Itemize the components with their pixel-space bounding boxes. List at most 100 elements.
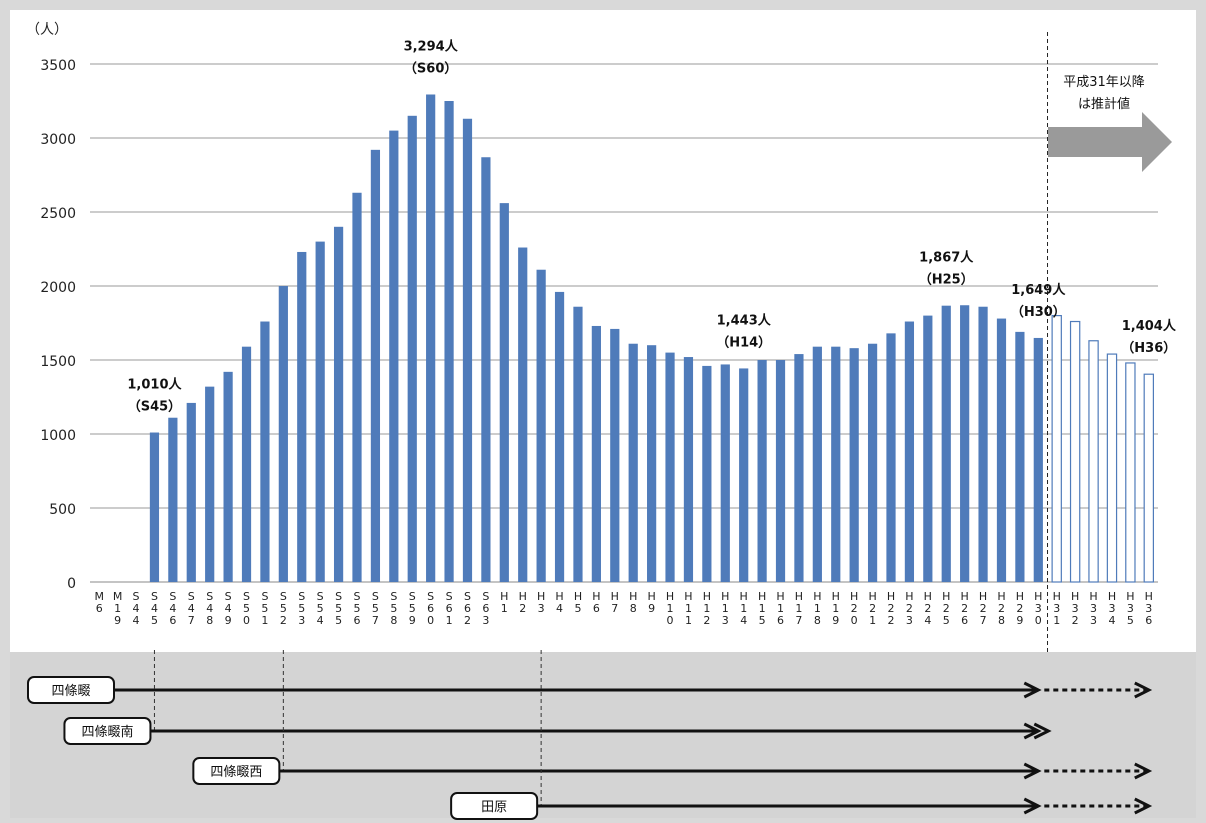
data-label-value: 1,404人 xyxy=(1122,318,1177,334)
data-label-value: 1,867人 xyxy=(919,250,974,266)
bar xyxy=(775,360,786,582)
x-tick-label: 5 xyxy=(335,614,342,627)
x-tick-label: H xyxy=(666,590,674,603)
estimate-note: 平成31年以降 は推計値 xyxy=(1048,75,1172,172)
x-tick-label: 2 xyxy=(961,602,968,615)
x-tick-label: 3 xyxy=(1090,602,1097,615)
x-tick-label: 5 xyxy=(574,602,581,615)
x-tick-label: 5 xyxy=(151,614,158,627)
x-tick-label: 2 xyxy=(851,602,858,615)
x-tick-label: 5 xyxy=(354,602,361,615)
timeline-projection-arrow-icon xyxy=(1134,762,1153,780)
x-tick-label: S xyxy=(446,590,453,603)
x-tick-label: 5 xyxy=(243,602,250,615)
estimate-note-line-1: 平成31年以降 xyxy=(1063,75,1145,90)
x-tick-label: H xyxy=(703,590,711,603)
bar xyxy=(867,343,878,582)
x-tick-label: 9 xyxy=(114,614,121,627)
annotation-layer: 1,010人 （S45） 3,294人 （S60） 1,443人 （H14） 1,867人 （… xyxy=(127,38,1176,414)
data-label-period: （H14） xyxy=(716,334,771,350)
x-tick-label: 3 xyxy=(482,614,489,627)
x-tick-label: H xyxy=(961,590,969,603)
x-tick-label: 3 xyxy=(298,614,305,627)
x-tick-label: 2 xyxy=(703,614,710,627)
x-tick-label: 1 xyxy=(832,602,839,615)
x-tick-label: 4 xyxy=(556,602,563,615)
x-tick-label: 7 xyxy=(372,614,379,627)
x-tick-label: H xyxy=(850,590,858,603)
bar xyxy=(757,360,767,582)
bar xyxy=(794,354,804,582)
bar xyxy=(628,343,638,582)
x-tick-label: 2 xyxy=(519,602,526,615)
y-tick-label: 3000 xyxy=(40,132,76,148)
x-tick-label: 1 xyxy=(685,602,692,615)
x-tick-label: 5 xyxy=(317,602,324,615)
x-tick-label: 6 xyxy=(464,602,471,615)
y-tick-label: 500 xyxy=(49,502,76,518)
y-tick-label: 0 xyxy=(67,576,76,592)
x-tick-label: H xyxy=(776,590,784,603)
x-tick-label: H xyxy=(1071,590,1079,603)
x-tick-label: H xyxy=(555,590,563,603)
x-tick-label: 5 xyxy=(298,602,305,615)
x-tick-label: 2 xyxy=(980,602,987,615)
bar xyxy=(205,386,215,582)
bar xyxy=(370,149,381,582)
x-tick-label: 6 xyxy=(1145,614,1152,627)
x-tick-label: S xyxy=(225,590,232,603)
x-tick-label: 4 xyxy=(206,602,213,615)
x-tick-label: 6 xyxy=(777,614,784,627)
y-unit-label: （人） xyxy=(26,22,68,38)
x-tick-label: S xyxy=(427,590,434,603)
bar xyxy=(554,291,565,582)
x-tick-label: 1 xyxy=(759,602,766,615)
data-label-period: （H30） xyxy=(1011,304,1066,320)
bar xyxy=(1088,340,1099,583)
bar xyxy=(462,118,473,582)
timeline-label: 田原 xyxy=(481,800,507,815)
x-tick-label: H xyxy=(1016,590,1024,603)
x-tick-label: 7 xyxy=(611,602,618,615)
bar xyxy=(702,365,712,582)
data-label-period: （S60） xyxy=(404,60,457,76)
estimate-arrow-icon xyxy=(1048,112,1172,172)
data-label-value: 1,010人 xyxy=(127,377,182,393)
x-tick-label: 4 xyxy=(924,614,931,627)
timeline-projection-arrow-icon xyxy=(1134,681,1153,699)
x-tick-label: 2 xyxy=(888,614,895,627)
x-tick-label: H xyxy=(942,590,950,603)
x-tick-label: 4 xyxy=(740,614,747,627)
bar xyxy=(978,306,988,582)
x-tick-label: H xyxy=(924,590,932,603)
x-tick-label: 6 xyxy=(961,614,968,627)
x-tick-label: 8 xyxy=(998,614,1005,627)
x-tick-label: 9 xyxy=(225,614,232,627)
x-tick-label: 2 xyxy=(998,602,1005,615)
x-tick-label: 1 xyxy=(740,602,747,615)
bar xyxy=(241,346,252,582)
x-tick-label: 2 xyxy=(869,602,876,615)
x-tick-label: 5 xyxy=(943,614,950,627)
x-tick-label: 4 xyxy=(317,614,324,627)
bar xyxy=(426,94,436,582)
data-label-period: （H25） xyxy=(919,272,974,288)
x-tick-label: S xyxy=(169,590,176,603)
bar xyxy=(536,269,546,582)
bar xyxy=(223,371,233,582)
x-tick-label: 3 xyxy=(1145,602,1152,615)
bar xyxy=(444,101,454,582)
x-tick-label: 1 xyxy=(777,602,784,615)
x-tick-label: 5 xyxy=(390,602,397,615)
x-tick-label: 2 xyxy=(280,614,287,627)
x-tick-label: S xyxy=(354,590,361,603)
x-tick-label: 9 xyxy=(409,614,416,627)
x-tick-label: 4 xyxy=(133,614,140,627)
x-tick-label: S xyxy=(243,590,250,603)
x-tick-label: H xyxy=(1145,590,1153,603)
x-tick-label: 0 xyxy=(851,614,858,627)
y-tick-label: 1000 xyxy=(40,428,76,444)
bar xyxy=(389,130,399,582)
bar xyxy=(960,305,970,582)
